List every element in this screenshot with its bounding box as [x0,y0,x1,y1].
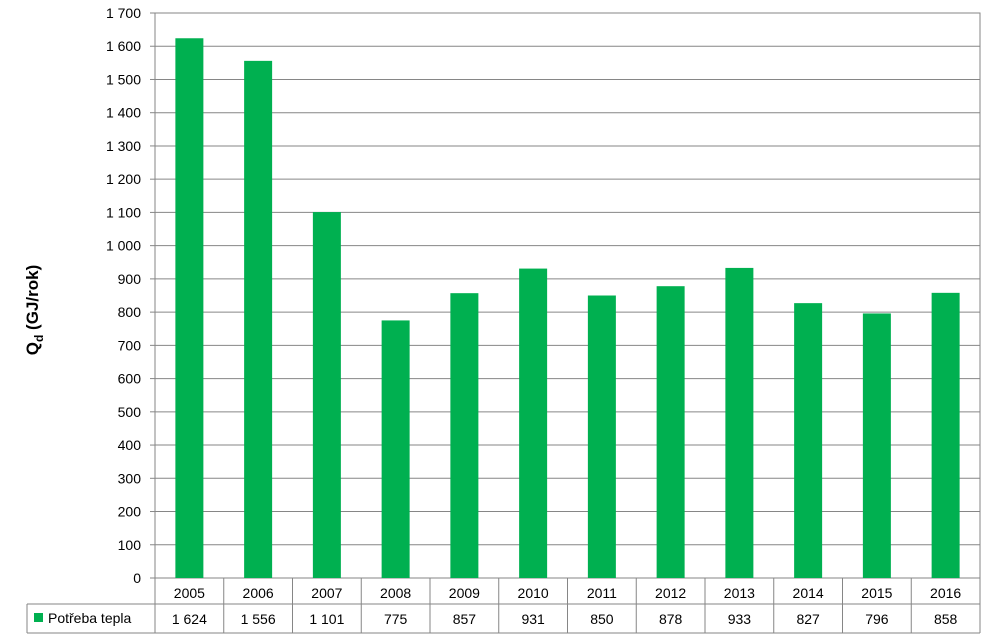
y-tick-label: 1 500 [106,71,141,87]
bar-2008 [381,320,410,578]
x-tick-label: 2007 [311,585,342,601]
y-tick-label: 1 100 [106,204,141,220]
x-tick-label: 2008 [380,585,411,601]
y-tick-label: 100 [118,537,142,553]
data-table-value: 933 [728,611,752,627]
y-tick-label: 400 [118,437,142,453]
y-tick-label: 200 [118,504,142,520]
bar-2015 [862,313,891,578]
bar-2006 [244,60,273,578]
bar-2009 [450,293,479,578]
y-tick-label: 500 [118,404,142,420]
x-tick-label: 2005 [174,585,205,601]
bar-2010 [519,268,548,578]
y-tick-label: 1 700 [106,5,141,21]
y-tick-label: 300 [118,470,142,486]
y-tick-label: 900 [118,271,142,287]
y-tick-label: 1 400 [106,105,141,121]
bar-2007 [312,212,341,578]
y-tick-label: 1 200 [106,171,141,187]
data-table-value: 858 [934,611,958,627]
data-table-value: 1 624 [172,611,207,627]
y-tick-label: 1 000 [106,238,141,254]
data-table-value: 1 556 [241,611,276,627]
y-axis-label-rest: (GJ/rok) [23,265,42,330]
bars [175,38,960,578]
bar-2005 [175,38,204,578]
y-tick-label: 1 600 [106,38,141,54]
x-tick-label: 2010 [518,585,549,601]
x-tick-label: 2011 [587,585,617,601]
y-tick-label: 700 [118,337,142,353]
data-table-value: 796 [865,611,889,627]
x-tick-label: 2009 [449,585,480,601]
x-tick-label: 2016 [930,585,961,601]
y-tick-label: 1 300 [106,138,141,154]
x-tick-label: 2013 [724,585,755,601]
bar-2014 [794,303,823,578]
y-axis-label-sub: d [32,335,46,342]
bar-2012 [656,286,685,578]
y-tick-label: 800 [118,304,142,320]
data-table-value: 857 [453,611,477,627]
data-table-value: 827 [796,611,820,627]
data-table-value: 1 101 [309,611,344,627]
bar-2011 [587,295,616,578]
plot-area-border [154,12,981,579]
x-tick-label: 2006 [243,585,274,601]
data-table-value: 850 [590,611,614,627]
y-axis-label-main: Q [23,342,42,355]
y-tick-label: 0 [133,570,141,586]
gridlines [154,12,981,579]
x-tick-label: 2015 [861,585,892,601]
data-table-value: 931 [521,611,545,627]
data-table-value: 775 [384,611,408,627]
y-axis-label: Qd (GJ/rok) [23,265,46,356]
bar-2013 [725,267,754,578]
data-table-value: 878 [659,611,683,627]
y-tick-label: 600 [118,371,142,387]
legend-label: Potřeba tepla [48,610,131,626]
bar-2016 [931,292,960,578]
data-table: 2005 1 624 2006 1 556 2007 1 101 2008 775 2009 85… [26,578,981,634]
legend-swatch [34,613,43,622]
x-tick-label: 2014 [793,585,824,601]
y-axis-ticks: 0 100 200 300 400 500 600 700 800 900 1 000 1 100 1 … [106,5,155,586]
x-tick-label: 2012 [655,585,686,601]
